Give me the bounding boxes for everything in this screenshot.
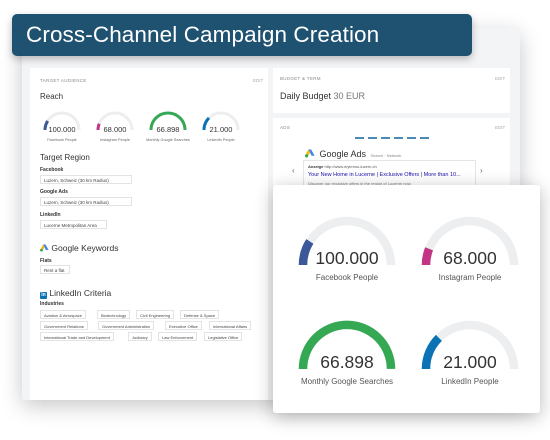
gauge-value: 66.898 xyxy=(156,125,180,134)
stat-label: Facebook People xyxy=(315,273,379,282)
gauge-label: Facebook People xyxy=(47,138,77,142)
reach-title: Reach xyxy=(40,92,64,101)
edit-link[interactable]: EDIT xyxy=(253,78,264,83)
card-header: BUDGET & TERM xyxy=(280,76,321,81)
linkedin-icon: in xyxy=(40,292,47,299)
carousel-dot[interactable] xyxy=(407,137,416,139)
linkedin-criteria-title: LinkedIn Criteria xyxy=(49,288,112,298)
industry-tag[interactable]: Government Administration xyxy=(98,321,155,330)
facebook-label: Facebook xyxy=(40,167,64,173)
stat-label: Instagram People xyxy=(438,273,502,282)
linkedin-criteria-heading: in LinkedIn Criteria xyxy=(40,288,111,299)
budget-term-card: BUDGET & TERM EDIT Daily Budget 30 EUR xyxy=(273,68,510,113)
mini-gauge-google: 66.898 Monthly Google Searches xyxy=(146,110,190,150)
gauge-ring xyxy=(421,216,519,266)
industry-tag[interactable]: Legislative Office xyxy=(204,332,243,341)
daily-budget-value: 30 EUR xyxy=(333,91,366,101)
edit-link[interactable]: EDIT xyxy=(495,125,506,130)
facebook-region-field[interactable]: Luzern, Schweiz (30 km Radius) xyxy=(40,175,132,184)
industry-tag[interactable]: Biotechnology xyxy=(97,310,131,319)
gauge-value: 68.000 xyxy=(103,125,127,134)
page-title-banner: Cross-Channel Campaign Creation xyxy=(12,14,472,56)
carousel-prev-button[interactable]: ‹ xyxy=(292,166,295,175)
stat-label: LinkedIn People xyxy=(441,377,499,386)
mini-gauge-linkedin: 21.000 LinkedIn People xyxy=(201,110,241,150)
google-ads-icon xyxy=(40,244,49,252)
mini-gauge-instagram: 68.000 Instagram People xyxy=(95,110,135,150)
ad-description: Discover our exclusive offers in the reg… xyxy=(308,181,412,186)
google-ads-heading: Google Ads Search · Network xyxy=(305,144,401,162)
edit-link[interactable]: EDIT xyxy=(495,76,506,81)
ad-preview[interactable]: Anzeige http://www.myimmo-luzern.ch Your… xyxy=(303,160,476,188)
daily-budget: Daily Budget 30 EUR xyxy=(280,91,365,101)
google-ads-label: Google Ads xyxy=(40,189,68,195)
ads-card: ADS EDIT Google Ads Search · Network ‹ ›… xyxy=(273,118,510,190)
stat-value: 66.898 xyxy=(320,352,374,372)
daily-budget-label: Daily Budget xyxy=(280,91,332,101)
industry-tag[interactable]: International Affairs xyxy=(209,321,252,330)
mini-gauge-facebook: 100.000 Facebook People xyxy=(42,110,82,150)
carousel-dot[interactable] xyxy=(381,137,390,139)
carousel-dot[interactable] xyxy=(394,137,403,139)
big-gauge-facebook: 100.000 Facebook People xyxy=(295,212,399,304)
industry-tag[interactable]: Civil Engineering xyxy=(136,310,175,319)
card-header: TARGET AUDIENCE xyxy=(40,78,87,83)
target-audience-card: TARGET AUDIENCE EDIT Reach 100.000 Faceb… xyxy=(30,68,268,400)
gauge-ring xyxy=(421,320,519,370)
keyword-tag[interactable]: Rent a flat xyxy=(40,265,70,274)
gauge-label: Instagram People xyxy=(100,138,130,142)
ad-url-line: Anzeige http://www.myimmo-luzern.ch xyxy=(308,164,471,169)
gauge-label: Monthly Google Searches xyxy=(146,138,190,142)
ad-url: http://www.myimmo-luzern.ch xyxy=(324,164,377,169)
industry-tag[interactable]: International Trade and Development xyxy=(40,332,114,341)
carousel-dot[interactable] xyxy=(420,137,429,139)
ad-headline[interactable]: Your New Home in Lucerne | Exclusive Off… xyxy=(308,172,461,178)
industry-tag[interactable]: Aviation & Aerospace xyxy=(40,310,86,319)
gauge-ring xyxy=(298,216,396,266)
google-ads-subtitle: Search · Network xyxy=(370,153,402,158)
keywords-label: Flats xyxy=(40,258,52,264)
big-gauge-google: 66.898 Monthly Google Searches xyxy=(295,316,399,408)
stat-value: 21.000 xyxy=(443,352,497,372)
google-ads-icon xyxy=(305,149,315,158)
gauge-value: 21.000 xyxy=(209,125,233,134)
carousel-next-button[interactable]: › xyxy=(480,166,483,175)
big-gauge-linkedin: 21.000 LinkedIn People xyxy=(418,316,522,408)
industry-tag[interactable]: Executive Office xyxy=(165,321,202,330)
google-keywords-title: Google Keywords xyxy=(51,243,119,253)
carousel-dot[interactable] xyxy=(368,137,377,139)
stat-value: 68.000 xyxy=(443,248,497,268)
big-gauge-instagram: 68.000 Instagram People xyxy=(418,212,522,304)
industries-label: Industries xyxy=(40,301,64,307)
stat-label: Monthly Google Searches xyxy=(300,377,394,386)
industry-tag[interactable]: Defense & Space xyxy=(180,310,220,319)
linkedin-label: LinkedIn xyxy=(40,212,61,218)
industry-tag[interactable]: Judiciary xyxy=(128,332,152,341)
gauge-value: 100.000 xyxy=(48,125,76,134)
target-region-title: Target Region xyxy=(40,153,90,162)
google-ads-title: Google Ads xyxy=(319,149,366,159)
gauge-label: LinkedIn People xyxy=(207,138,235,142)
ad-label: Anzeige xyxy=(308,164,324,169)
card-header: ADS xyxy=(280,125,291,130)
carousel-dot[interactable] xyxy=(355,137,364,139)
industry-tag[interactable]: Government Relations xyxy=(40,321,88,330)
reach-stats-card: 100.000 Facebook People 68.000 Instagram… xyxy=(273,185,540,413)
stat-value: 100.000 xyxy=(315,248,379,268)
gauge-ring xyxy=(298,320,396,370)
linkedin-region-field[interactable]: Lucerne Metropolitan Area xyxy=(40,220,107,229)
google-region-field[interactable]: Luzern, Schweiz (30 km Radius) xyxy=(40,197,132,206)
page-title: Cross-Channel Campaign Creation xyxy=(26,22,380,47)
carousel-dots[interactable] xyxy=(355,137,431,139)
google-keywords-heading: Google Keywords xyxy=(40,243,118,253)
industry-tag[interactable]: Law Enforcement xyxy=(158,332,198,341)
